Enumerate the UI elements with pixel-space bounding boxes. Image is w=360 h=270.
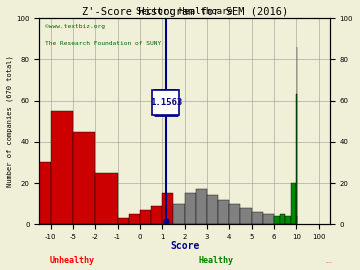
Text: ©www.textbiz.org: ©www.textbiz.org [45,24,105,29]
Bar [285,216,291,224]
Bar [174,204,185,224]
Bar [196,189,207,224]
Bar [140,210,151,224]
Text: Unhealthy: Unhealthy [326,262,333,263]
Bar [229,204,240,224]
Bar [218,200,229,224]
Bar [95,173,118,224]
Bar [51,111,73,224]
Y-axis label: Number of companies (670 total): Number of companies (670 total) [7,55,13,187]
Text: Unhealthy: Unhealthy [50,256,94,265]
Bar [291,183,296,224]
Bar [118,218,129,224]
Bar [162,206,168,224]
Text: 1.1563: 1.1563 [150,98,182,107]
Text: The Research Foundation of SUNY: The Research Foundation of SUNY [45,41,162,46]
Bar [252,212,263,224]
Text: Healthy: Healthy [198,256,234,265]
FancyBboxPatch shape [152,90,179,115]
Bar [280,214,285,224]
Bar [162,193,174,224]
Title: Z'-Score Histogram for SEM (2016): Z'-Score Histogram for SEM (2016) [81,7,288,17]
X-axis label: Score: Score [170,241,199,251]
Bar [151,206,162,224]
Bar [129,214,140,224]
Bar [274,216,280,224]
Bar [263,214,274,224]
Bar [207,195,218,224]
Bar [73,131,95,224]
Bar [185,193,196,224]
Bar [240,208,252,224]
Bar [40,163,51,224]
Text: Sector: Healthcare: Sector: Healthcare [136,7,233,16]
